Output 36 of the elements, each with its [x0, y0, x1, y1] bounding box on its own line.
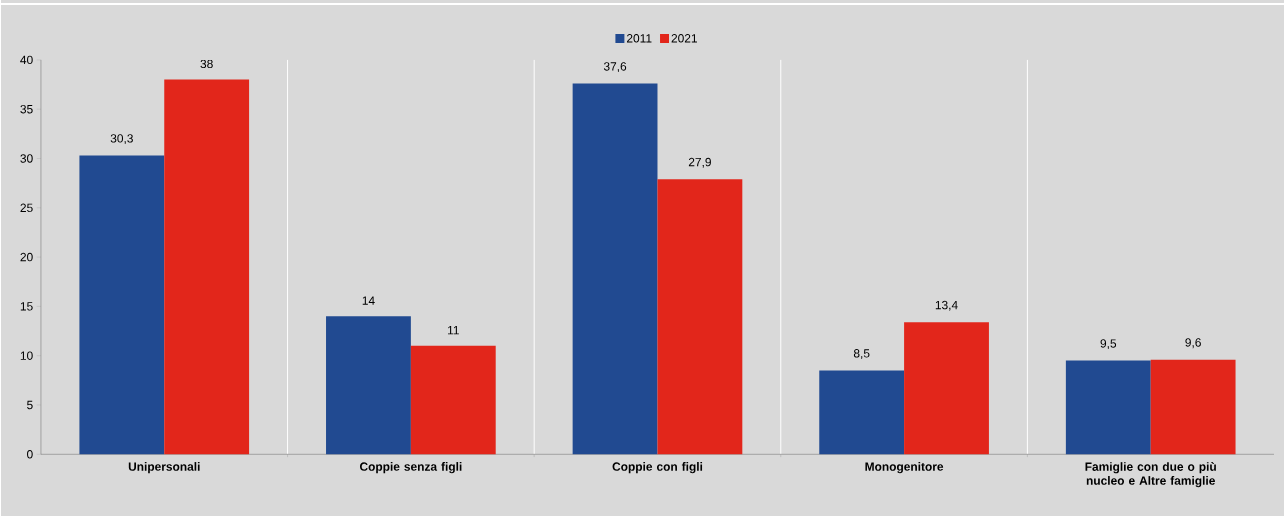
data-label: 38	[200, 59, 213, 69]
x-tick-label: Coppie con figli	[612, 461, 703, 474]
bar	[79, 155, 165, 455]
bar	[572, 83, 658, 455]
data-label: 9,6	[1185, 338, 1201, 349]
data-label: 9,5	[1100, 339, 1117, 350]
y-tick-label: 30	[20, 154, 33, 163]
bar	[657, 179, 743, 455]
bar	[904, 322, 989, 455]
data-label: 37,6	[603, 62, 627, 72]
x-tick-label: Famiglie con due o più nucleo e Altre famiglie	[1085, 461, 1216, 488]
y-tick-label: 25	[20, 203, 33, 212]
x-tick-label: Unipersonali	[128, 461, 200, 474]
bar	[1065, 360, 1151, 455]
y-tick-label: 15	[20, 302, 33, 311]
data-label: 11	[448, 326, 459, 335]
y-tick-label: 20	[20, 252, 33, 262]
y-tick-label: 40	[20, 55, 33, 65]
y-tick-label: 10	[20, 351, 33, 360]
legend-label: 2021	[671, 33, 697, 43]
legend-label: 2011	[626, 33, 652, 43]
bar	[410, 345, 496, 455]
bar	[164, 79, 250, 455]
x-tick-label: Coppie senza figli	[359, 461, 462, 474]
y-tick-label: 0	[27, 449, 33, 459]
y-tick-label: 35	[20, 104, 33, 114]
data-label: 8,5	[853, 349, 870, 359]
data-label: 13,4	[935, 300, 958, 311]
data-label: 14	[362, 296, 375, 305]
bar	[819, 370, 905, 455]
bar	[1150, 359, 1236, 455]
data-label: 27,9	[688, 157, 711, 168]
data-label: 30,3	[110, 134, 133, 144]
bar	[326, 316, 411, 455]
x-tick-label: Monogenitore	[865, 461, 944, 474]
y-tick-label: 5	[27, 400, 33, 410]
